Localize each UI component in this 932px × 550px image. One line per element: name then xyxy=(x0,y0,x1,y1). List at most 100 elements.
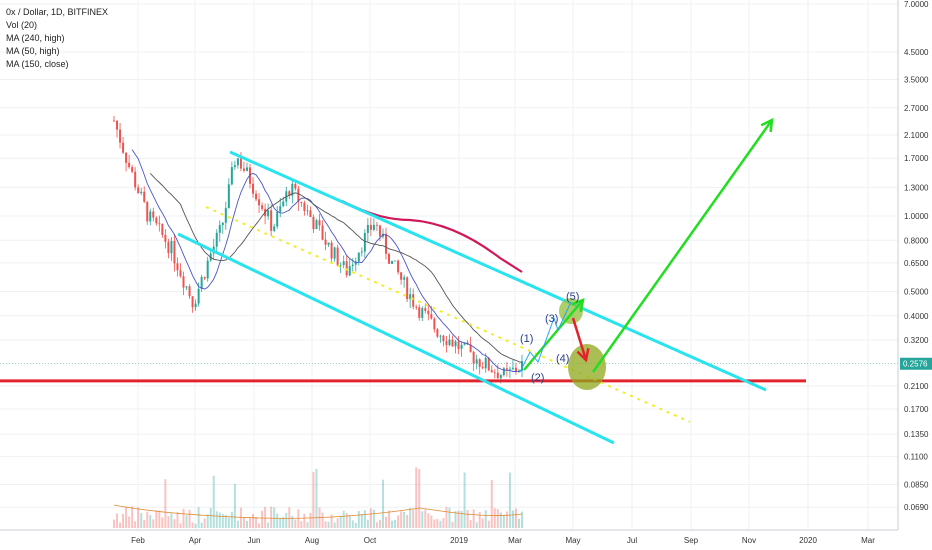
volume-bar xyxy=(282,516,285,528)
volume-bar xyxy=(436,519,439,528)
volume-bar xyxy=(194,523,197,528)
candle-body xyxy=(206,260,209,279)
wave-label: (3) xyxy=(545,313,558,325)
candle-body xyxy=(433,318,436,330)
candle-body xyxy=(484,357,487,369)
volume-bar xyxy=(375,522,378,528)
ma-240-line xyxy=(149,173,523,363)
price-axis[interactable]: 7.0000 4.5000 3.5000 2.7000 2.1000 1.7000 1.30… xyxy=(897,0,932,530)
candle-body xyxy=(140,191,143,194)
volume-bar xyxy=(161,517,164,528)
volume-bar xyxy=(212,475,215,528)
volume-bar xyxy=(182,508,185,528)
volume-bar xyxy=(451,521,454,528)
volume-bar xyxy=(360,514,363,528)
candle-body xyxy=(113,120,115,122)
candle-body xyxy=(496,372,499,379)
y-tick-label: 0.5000 xyxy=(904,288,929,297)
volume-bar xyxy=(369,508,372,528)
candle-body xyxy=(224,208,227,223)
volume-ma-line xyxy=(113,504,523,519)
volume-bar xyxy=(496,509,499,528)
volume-bar xyxy=(427,513,430,528)
legend-ma-150[interactable]: MA (150, close) xyxy=(6,59,69,69)
candle-body xyxy=(412,294,415,307)
volume-bar xyxy=(113,519,115,528)
candle-body xyxy=(306,210,309,212)
volume-bar xyxy=(242,517,245,528)
volume-bar xyxy=(499,512,502,528)
volume-bar xyxy=(267,522,270,528)
volume-bar xyxy=(206,514,209,528)
volume-bar xyxy=(409,507,412,528)
volume-bar xyxy=(249,518,251,528)
candle-body xyxy=(122,142,125,153)
y-tick-label: 0.1350 xyxy=(904,430,929,439)
volume-bar xyxy=(481,518,484,528)
candle-body xyxy=(360,251,363,253)
volume-bar xyxy=(400,511,403,528)
candle-body xyxy=(119,129,122,143)
volume-bar xyxy=(128,516,131,528)
volume-bar xyxy=(261,510,264,528)
candle-body xyxy=(442,335,445,342)
volume-bar xyxy=(273,507,276,528)
candle-body xyxy=(345,261,348,276)
candle-body xyxy=(170,240,173,254)
y-tick-label: 4.5000 xyxy=(904,48,929,57)
candlesticks xyxy=(113,115,523,384)
volume-bar xyxy=(351,520,354,528)
correction-down-arrow xyxy=(571,317,590,363)
candle-body xyxy=(252,183,255,194)
volume-bar xyxy=(469,520,472,528)
volume-bar xyxy=(342,510,345,528)
candle-body xyxy=(255,193,258,200)
legend-symbol[interactable]: 0x / Dollar, 1D, BITFINEX xyxy=(6,7,109,17)
volume-bar xyxy=(279,517,282,528)
x-tick-label: Feb xyxy=(131,536,145,545)
candle-body xyxy=(312,217,315,230)
candle-body xyxy=(427,310,430,315)
candle-body xyxy=(276,211,279,227)
volume-bar xyxy=(218,512,221,528)
candle-body xyxy=(451,339,454,347)
volume-bar xyxy=(134,521,137,528)
candle-body xyxy=(505,368,508,370)
time-axis[interactable]: Feb Apr Jun Aug Oct 2019 Mar May Jul Sep Nov 2020 Ma… xyxy=(0,529,898,545)
candle-body xyxy=(339,265,342,266)
candle-body xyxy=(273,226,276,231)
chart-grid xyxy=(0,0,898,530)
candle-body xyxy=(336,247,339,266)
y-tick-label: 1.0000 xyxy=(904,212,929,221)
volume-bar xyxy=(406,514,409,528)
volume-bar xyxy=(508,472,511,528)
candle-body xyxy=(511,367,514,369)
volume-bar xyxy=(239,507,242,528)
volume-bar xyxy=(176,512,179,528)
volume-bar xyxy=(285,513,288,528)
legend-ma-50[interactable]: MA (50, high) xyxy=(6,46,60,56)
legend-volume[interactable]: Vol (20) xyxy=(6,20,38,30)
volume-bar xyxy=(366,519,369,528)
volume-bar xyxy=(348,515,351,528)
volume-bar xyxy=(484,510,487,528)
wave-label: (1) xyxy=(520,333,533,345)
x-tick-label: Jun xyxy=(248,536,261,545)
candle-body xyxy=(327,242,330,245)
candle-body xyxy=(493,372,496,374)
volume-bar xyxy=(333,522,336,528)
volume-bar xyxy=(179,523,182,528)
candle-body xyxy=(245,167,248,171)
candle-body xyxy=(499,375,502,379)
volume-bar xyxy=(158,510,161,528)
legend-ma-240[interactable]: MA (240, high) xyxy=(6,33,65,43)
wave-label: (5) xyxy=(566,291,579,303)
volume-bar xyxy=(224,514,227,528)
volume-bar xyxy=(188,509,191,528)
candle-body xyxy=(176,263,179,271)
volume-bar xyxy=(264,506,267,528)
candle-body xyxy=(378,225,381,237)
volume-bar xyxy=(245,521,248,528)
volume-bar xyxy=(430,515,433,528)
